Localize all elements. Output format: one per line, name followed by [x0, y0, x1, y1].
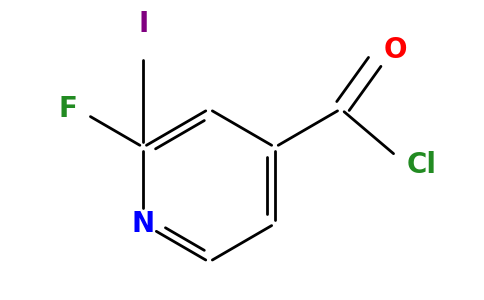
Text: N: N — [132, 210, 155, 238]
Text: I: I — [138, 11, 148, 38]
Text: F: F — [59, 95, 77, 123]
Text: Cl: Cl — [407, 151, 437, 179]
Text: O: O — [383, 36, 407, 64]
